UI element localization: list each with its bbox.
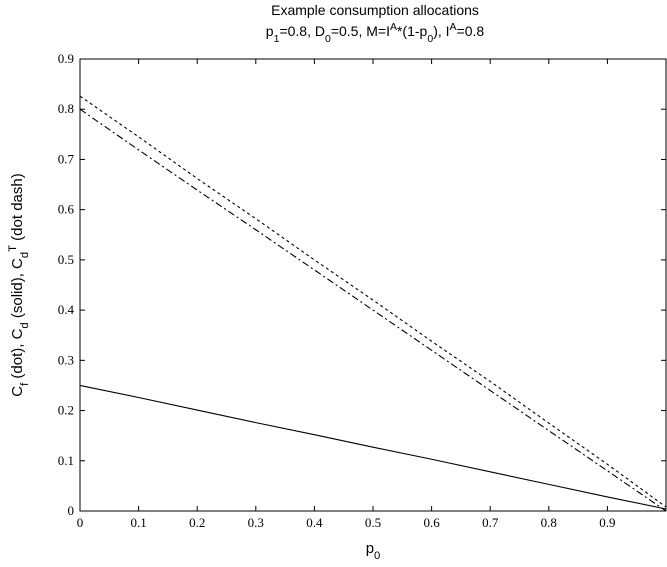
x-tick-label: 0 [77,515,84,530]
y-tick-label: 0.9 [58,51,74,66]
x-axis-label: p0 [366,540,381,562]
series-line-solid [79,384,667,510]
x-tick-label: 0.7 [482,515,499,530]
series-line-dotted [79,95,667,508]
y-axis-label: Cf (dot), Cd (solid), CdT (dot dash) [7,173,31,396]
y-tick-label: 0 [68,503,75,518]
x-tick-label: 0.3 [248,515,264,530]
x-tick-label: 0.8 [541,515,557,530]
series-line-dashdot [79,108,667,512]
x-tick-label: 0.5 [365,515,381,530]
y-tick-label: 0.6 [58,202,75,217]
y-tick-label: 0.1 [58,453,74,468]
x-tick-label: 0.2 [189,515,205,530]
y-tick-label: 0.4 [58,302,75,317]
x-tick-label: 0.9 [599,515,615,530]
x-axis: 0 0.1 0.2 0.3 0.4 0.5 0.6 0.7 0.8 0.9 [77,59,616,530]
chart-subtitle: p1=0.8, D0=0.5, M=IA*(1-p0), IA=0.8 [266,21,485,45]
plot-series [79,95,667,512]
y-tick-label: 0.5 [58,252,74,267]
y-tick-label: 0.2 [58,403,74,418]
x-tick-label: 0.1 [130,515,146,530]
y-axis: 0 0.1 0.2 0.3 0.4 0.5 0.6 0.7 0.8 0.9 [58,51,666,518]
chart-title: Example consumption allocations [271,2,479,18]
y-tick-label: 0.7 [58,151,75,166]
x-tick-label: 0.4 [306,515,323,530]
y-tick-label: 0.3 [58,352,74,367]
y-tick-label: 0.8 [58,101,74,116]
x-tick-label: 0.6 [423,515,440,530]
